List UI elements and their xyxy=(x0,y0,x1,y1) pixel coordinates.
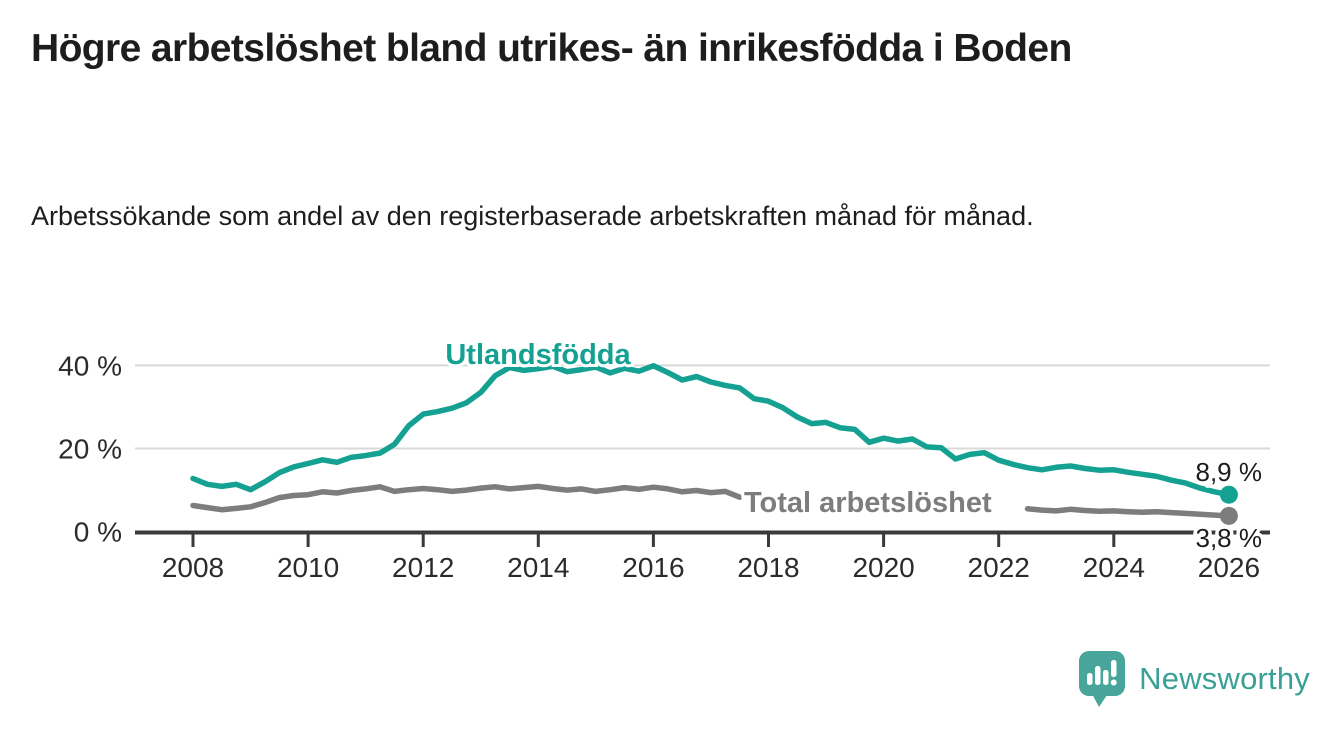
series-label-total: Total arbetslöshet xyxy=(744,487,992,519)
series-line-total xyxy=(190,483,1232,519)
x-tick-label-2010: 2010 xyxy=(277,552,339,583)
y-tick-label-0: 0 % xyxy=(74,517,122,548)
y-tick-label-20: 20 % xyxy=(58,434,122,465)
x-tick-label-2014: 2014 xyxy=(507,552,569,583)
value-label-utlandsfodda: 8,9 % xyxy=(1196,457,1263,487)
x-tick-label-2020: 2020 xyxy=(852,552,914,583)
series-label-utlandsfodda: Utlandsfödda xyxy=(445,339,631,371)
series-end-dot-utlandsfodda xyxy=(1219,485,1238,504)
x-tick-label-2016: 2016 xyxy=(622,552,684,583)
x-tick-label-2026: 2026 xyxy=(1198,552,1260,583)
chart-subtitle: Arbetssökande som andel av den registerb… xyxy=(31,201,1034,231)
series-line-utlandsfodda xyxy=(190,363,1232,498)
x-tick-label-2024: 2024 xyxy=(1083,552,1145,583)
value-label-total: 3,8 % xyxy=(1196,523,1263,553)
series-end-dot-total xyxy=(1219,506,1238,525)
x-tick-label-2018: 2018 xyxy=(737,552,799,583)
chart-title: Högre arbetslöshet bland utrikes- än inr… xyxy=(31,27,1072,70)
newsworthy-logo: Newsworthy xyxy=(1078,650,1310,708)
y-tick-label-40: 40 % xyxy=(58,350,122,381)
speech-bubble-chart-icon xyxy=(1079,651,1126,707)
x-tick-label-2012: 2012 xyxy=(392,552,454,583)
x-tick-label-2022: 2022 xyxy=(968,552,1030,583)
x-tick-label-2008: 2008 xyxy=(162,552,224,583)
newsworthy-wordmark: Newsworthy xyxy=(1139,661,1310,696)
